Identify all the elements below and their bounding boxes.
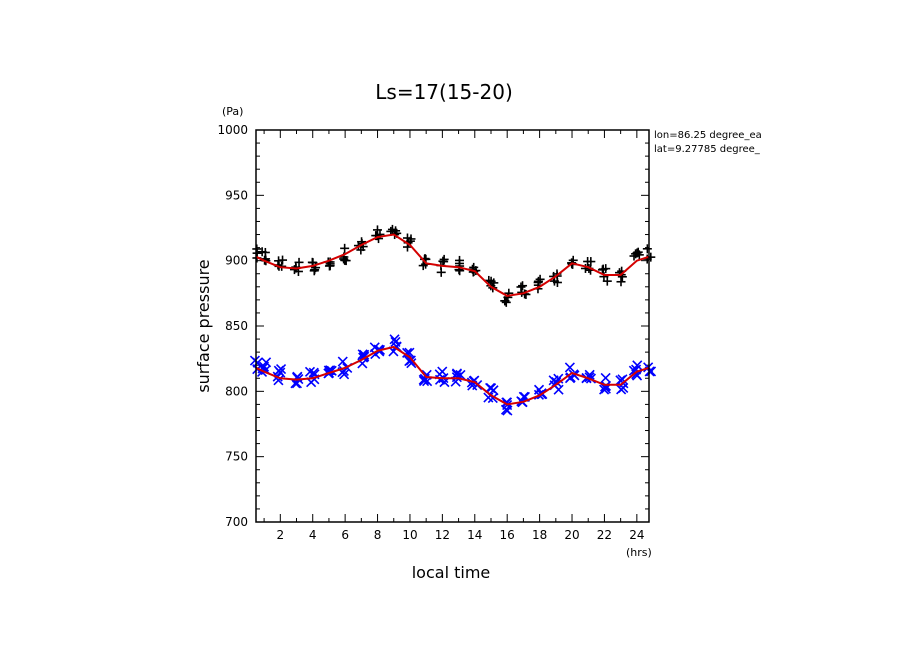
plot-frame bbox=[255, 129, 650, 523]
x-tick-label: 8 bbox=[374, 528, 382, 542]
plus-marker bbox=[294, 257, 304, 267]
y-tick-label: 800 bbox=[225, 384, 248, 398]
y-tick-label: 900 bbox=[225, 254, 248, 268]
x-tick-label: 16 bbox=[500, 528, 515, 542]
x-marker bbox=[291, 372, 303, 383]
x-tick-label: 18 bbox=[532, 528, 547, 542]
y-unit-label: (Pa) bbox=[222, 105, 243, 118]
x-marker bbox=[275, 367, 286, 378]
plus-marker bbox=[599, 272, 609, 282]
lon-annotation: lon=86.25 degree_ea bbox=[654, 130, 762, 141]
x-marker bbox=[308, 367, 319, 378]
plus-marker bbox=[602, 276, 612, 286]
plus-marker bbox=[438, 256, 448, 266]
plus-marker bbox=[418, 261, 428, 271]
fit-line-3 bbox=[255, 345, 650, 406]
x-tick-label: 6 bbox=[341, 528, 349, 542]
x-marker bbox=[599, 384, 610, 395]
plus-marker bbox=[580, 263, 590, 273]
x-marker bbox=[564, 362, 575, 373]
x-marker bbox=[600, 372, 611, 383]
x-tick-label: 14 bbox=[467, 528, 482, 542]
y-tick-label: 850 bbox=[225, 319, 248, 333]
x-marker bbox=[390, 336, 401, 348]
plus-marker bbox=[552, 277, 562, 287]
plus-marker bbox=[642, 244, 652, 254]
y-tick-label: 1000 bbox=[217, 123, 248, 137]
plus-marker bbox=[310, 265, 320, 275]
x-tick-label: 20 bbox=[564, 528, 579, 542]
plus-marker bbox=[632, 248, 642, 258]
x-marker bbox=[501, 397, 513, 408]
x-marker bbox=[502, 405, 513, 416]
x-tick-label: 22 bbox=[597, 528, 612, 542]
x-marker bbox=[632, 360, 643, 371]
plus-marker bbox=[439, 254, 449, 264]
plus-marker bbox=[516, 282, 526, 292]
chart-title: Ls=17(15-20) bbox=[375, 80, 513, 104]
plus-marker bbox=[518, 281, 528, 291]
fit-line-2 bbox=[255, 233, 650, 297]
x-marker bbox=[389, 334, 400, 345]
x-marker bbox=[337, 356, 348, 367]
y-tick-label: 700 bbox=[225, 515, 248, 529]
x-tick-label: 12 bbox=[435, 528, 450, 542]
plus-marker bbox=[387, 224, 397, 234]
plus-marker bbox=[633, 247, 643, 257]
x-marker bbox=[402, 347, 413, 358]
x-marker bbox=[631, 370, 643, 381]
y-axis-label: surface pressure bbox=[194, 259, 213, 392]
plus-marker bbox=[601, 264, 611, 274]
plus-marker bbox=[500, 296, 510, 306]
x-tick-label: 24 bbox=[629, 528, 644, 542]
x-marker bbox=[339, 369, 350, 380]
data-marks bbox=[249, 224, 657, 416]
lat-annotation: lat=9.27785 degree_ bbox=[654, 144, 761, 155]
plus-marker bbox=[278, 255, 288, 265]
x-marker bbox=[406, 358, 417, 369]
x-marker bbox=[451, 372, 462, 383]
x-tick-label: 10 bbox=[402, 528, 417, 542]
plus-marker bbox=[501, 297, 511, 307]
x-tick-label: 4 bbox=[309, 528, 317, 542]
x-unit-label: (hrs) bbox=[626, 546, 652, 559]
plus-marker bbox=[340, 243, 350, 253]
plus-marker bbox=[455, 255, 465, 265]
plus-marker bbox=[583, 256, 593, 266]
y-tick-label: 950 bbox=[225, 188, 248, 202]
plus-marker bbox=[372, 225, 382, 235]
plus-marker bbox=[616, 277, 626, 287]
plus-marker bbox=[402, 233, 412, 243]
x-tick-label: 2 bbox=[276, 528, 284, 542]
x-axis-label: local time bbox=[412, 563, 491, 582]
x-marker bbox=[451, 368, 463, 379]
y-tick-label: 750 bbox=[225, 450, 248, 464]
